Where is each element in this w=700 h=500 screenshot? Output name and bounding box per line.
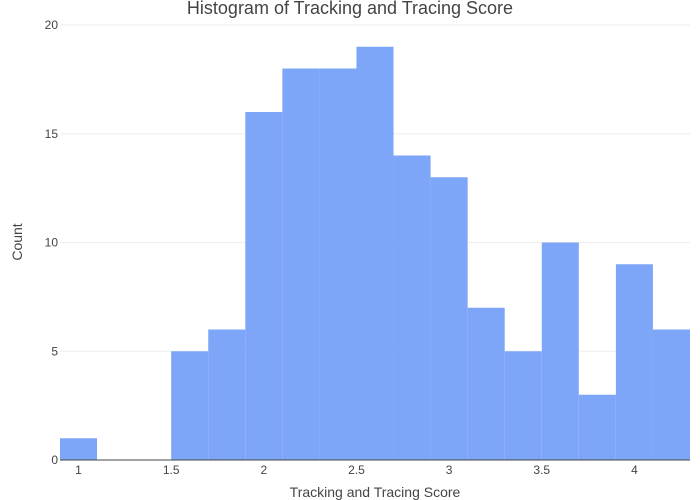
- histogram-bar: [541, 242, 579, 460]
- bars: [60, 46, 690, 460]
- y-tick-label: 5: [51, 344, 58, 358]
- histogram-bar: [171, 351, 209, 460]
- histogram-bar: [578, 394, 616, 460]
- x-tick-label: 1.5: [163, 463, 180, 477]
- histogram-bar: [504, 351, 542, 460]
- y-tick-label: 15: [45, 127, 59, 141]
- histogram-bar: [430, 177, 468, 460]
- x-tick-label: 1: [75, 463, 82, 477]
- y-tick-label: 0: [51, 453, 58, 467]
- histogram-bar: [282, 68, 320, 460]
- histogram-bar: [467, 307, 505, 460]
- y-tick-label: 20: [45, 18, 59, 32]
- y-tick-label: 10: [45, 236, 59, 250]
- histogram-bar: [319, 68, 357, 460]
- histogram-bar: [208, 329, 246, 460]
- y-tick-labels: 0 5 10 15 20: [45, 18, 59, 467]
- histogram-bar: [245, 112, 283, 460]
- x-tick-label: 2.5: [348, 463, 365, 477]
- x-tick-label: 3: [446, 463, 453, 477]
- y-axis-title: Count: [9, 223, 25, 260]
- histogram-bar: [615, 264, 653, 460]
- chart-title: Histogram of Tracking and Tracing Score: [187, 0, 513, 18]
- x-tick-label: 2: [260, 463, 267, 477]
- histogram-bar: [60, 438, 98, 460]
- x-tick-labels: 1 1.5 2 2.5 3 3.5 4: [75, 463, 638, 477]
- x-tick-label: 3.5: [533, 463, 550, 477]
- x-axis-title: Tracking and Tracing Score: [290, 484, 461, 500]
- x-tick-label: 4: [631, 463, 638, 477]
- histogram-bar: [393, 155, 431, 460]
- histogram-bar: [652, 329, 690, 460]
- histogram-bar: [356, 46, 394, 460]
